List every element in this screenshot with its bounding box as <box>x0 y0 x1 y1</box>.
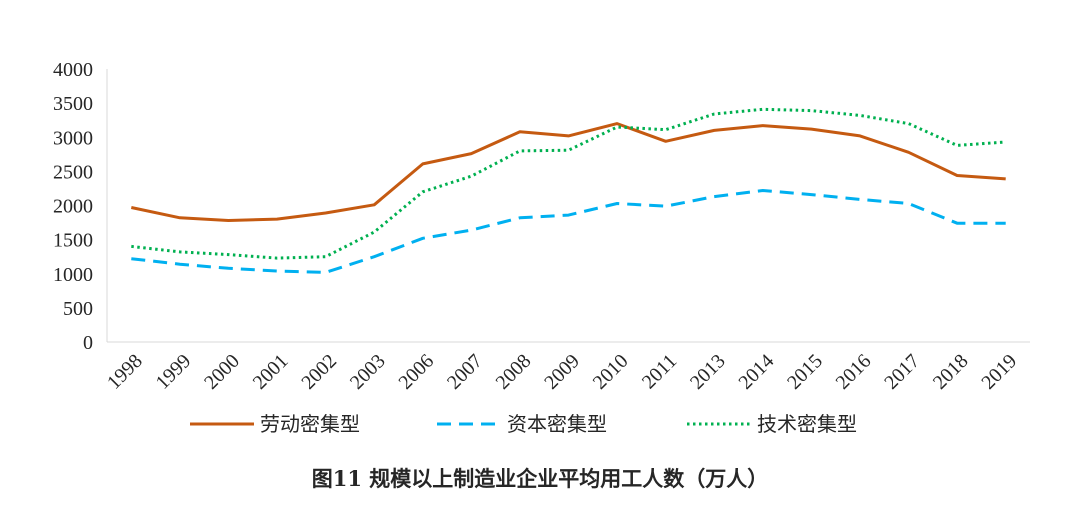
x-tick-label: 2007 <box>443 350 487 394</box>
legend-label: 资本密集型 <box>507 412 607 436</box>
x-tick-label: 2006 <box>394 350 438 394</box>
y-tick-label: 3000 <box>53 127 93 149</box>
x-tick-label: 2008 <box>492 350 536 394</box>
series-lines <box>130 107 1006 274</box>
chart-axes <box>106 69 1030 343</box>
y-tick-label: 1000 <box>53 264 93 286</box>
series-line <box>130 122 1006 222</box>
x-tick-label: 2000 <box>200 350 244 394</box>
x-tick-label: 2016 <box>832 350 876 394</box>
y-axis-tick-labels: 0 500 1000 1500 2000 2500 3000 3500 4000 <box>53 59 93 354</box>
y-tick-label: 4000 <box>53 59 93 81</box>
x-tick-label: 2014 <box>735 350 779 394</box>
chart-title: 图11 规模以上制造业企业平均用工人数（万人） <box>311 466 769 491</box>
x-tick-label: 2010 <box>589 350 633 394</box>
x-tick-label: 2001 <box>249 350 293 394</box>
x-tick-label: 2013 <box>686 350 730 394</box>
x-tick-label: 2019 <box>977 350 1021 394</box>
x-tick-label: 2002 <box>297 350 341 394</box>
y-tick-label: 2500 <box>53 161 93 183</box>
legend-label: 技术密集型 <box>757 412 857 436</box>
x-tick-label: 1999 <box>152 350 196 394</box>
y-tick-label: 1500 <box>53 230 93 252</box>
series-line <box>131 107 1006 260</box>
x-tick-label: 2017 <box>880 350 924 394</box>
y-tick-label: 500 <box>63 298 93 320</box>
legend: 劳动密集型 资本密集型 技术密集型 <box>190 412 857 436</box>
y-tick-label: 2000 <box>53 196 93 218</box>
x-tick-label: 2003 <box>346 350 390 394</box>
x-tick-label: 1998 <box>103 350 147 394</box>
x-axis-tick-labels: 1998 1999 2000 2001 2002 2003 2006 2007 2008 2009… <box>103 350 1021 394</box>
series-line <box>131 189 1006 274</box>
y-tick-label: 0 <box>83 332 93 354</box>
legend-label: 劳动密集型 <box>260 412 360 436</box>
x-tick-label: 2009 <box>540 350 584 394</box>
y-tick-label: 3500 <box>53 93 93 115</box>
x-tick-label: 2018 <box>929 350 973 394</box>
x-tick-label: 2015 <box>783 350 827 394</box>
x-tick-label: 2011 <box>638 350 681 393</box>
